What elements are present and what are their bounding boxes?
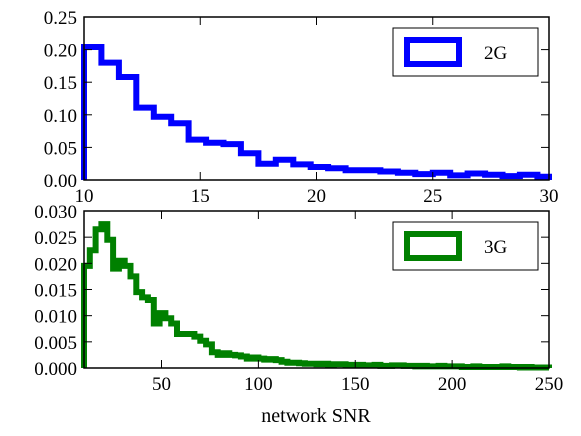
x-axis-title: network SNR — [261, 405, 371, 427]
plot-area-3g: 0.000 0.005 0.010 0.015 0.020 0.025 0.030 50 100… — [34, 202, 563, 395]
y-tick-label-2g: 0.10 — [44, 106, 77, 127]
legend-3g: 3G — [392, 221, 539, 271]
y-tick-label-3g: 0.005 — [34, 333, 77, 354]
x-tick-label-2g: 15 — [191, 186, 210, 207]
legend-box-3g — [392, 221, 539, 271]
x-tick-label-2g: 30 — [540, 186, 559, 207]
panel-2g: 0.00 0.05 0.10 0.15 0.20 0.25 10 15 20 25 30 2G — [44, 8, 559, 207]
legend-swatch-3g — [404, 231, 462, 261]
y-tick-label-3g: 0.020 — [34, 254, 77, 275]
legend-label-3g: 3G — [484, 237, 508, 258]
histogram-step-line-3g — [81, 221, 552, 371]
y-tick-label-2g: 0.00 — [44, 171, 77, 192]
y-tick-label-3g: 0.010 — [34, 307, 77, 328]
legend-label-2g: 2G — [484, 43, 508, 64]
y-tick-label-2g: 0.15 — [44, 73, 77, 94]
y-tick-label-3g: 0.025 — [34, 228, 77, 249]
x-tick-label-3g: 200 — [438, 374, 467, 395]
y-tick-label-3g: 0.030 — [34, 202, 77, 223]
x-tick-label-2g: 25 — [423, 186, 442, 207]
ticks-3g: 0.000 0.005 0.010 0.015 0.020 0.025 0.030 50 100… — [34, 202, 563, 395]
y-tick-label-2g: 0.20 — [44, 41, 77, 62]
y-tick-label-3g: 0.000 — [34, 359, 77, 380]
y-tick-label-2g: 0.05 — [44, 138, 77, 159]
ticks-2g: 0.00 0.05 0.10 0.15 0.20 0.25 10 15 20 25 30 — [44, 8, 559, 207]
panel-3g: 0.000 0.005 0.010 0.015 0.020 0.025 0.030 50 100… — [34, 202, 563, 427]
histogram-step-line-2g — [81, 44, 552, 180]
x-tick-label-2g: 10 — [75, 186, 94, 207]
x-tick-label-3g: 250 — [535, 374, 564, 395]
x-tick-label-3g: 150 — [341, 374, 370, 395]
plot-area-2g: 0.00 0.05 0.10 0.15 0.20 0.25 10 15 20 25 30 — [44, 8, 559, 207]
x-tick-label-2g: 20 — [307, 186, 326, 207]
x-tick-label-3g: 100 — [244, 374, 273, 395]
legend-box-2g — [392, 27, 539, 77]
x-tick-label-3g: 50 — [152, 374, 171, 395]
y-tick-label-3g: 0.015 — [34, 281, 77, 302]
legend-swatch-2g — [404, 37, 462, 67]
y-tick-label-2g: 0.25 — [44, 8, 77, 29]
legend-2g: 2G — [392, 27, 539, 77]
